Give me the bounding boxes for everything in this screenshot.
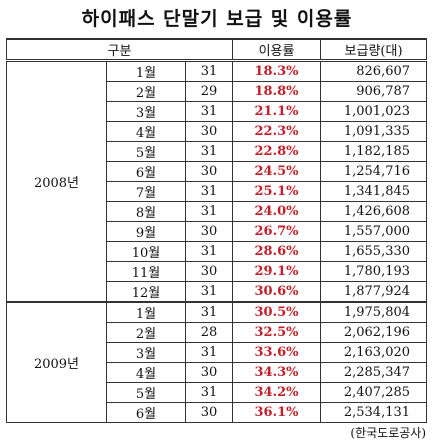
table: 구분 이용률 보급량(대) 2008년 1월 31 18.3% 826,607 2월 29 1… <box>5 38 428 423</box>
month-cell: 3월 <box>106 342 186 363</box>
days-cell: 31 <box>184 60 234 82</box>
days-cell: 30 <box>184 161 234 182</box>
days-cell: 31 <box>184 382 234 403</box>
month-cell: 10월 <box>106 241 186 262</box>
table-row: 5월 31 22.8% 1,182,185 <box>7 141 428 162</box>
supply-cell: 826,607 <box>320 60 428 82</box>
days-cell: 30 <box>184 261 234 282</box>
rate-cell: 24.5% <box>232 161 322 182</box>
month-cell: 6월 <box>106 402 186 423</box>
month-cell: 4월 <box>106 362 186 383</box>
days-cell: 31 <box>184 241 234 262</box>
supply-cell: 1,975,804 <box>320 301 428 323</box>
supply-cell: 2,062,196 <box>320 322 428 343</box>
month-cell: 9월 <box>106 221 186 242</box>
days-cell: 31 <box>184 301 234 323</box>
month-cell: 4월 <box>106 121 186 142</box>
month-cell: 3월 <box>106 101 186 122</box>
rate-cell: 30.6% <box>232 281 322 303</box>
days-cell: 29 <box>184 81 234 102</box>
rate-cell: 18.3% <box>232 60 322 82</box>
month-cell: 5월 <box>106 141 186 162</box>
table-row: 6월 30 24.5% 1,254,716 <box>7 161 428 182</box>
rate-cell: 33.6% <box>232 342 322 363</box>
table-row: 4월 30 22.3% 1,091,335 <box>7 121 428 142</box>
table-row: 7월 31 25.1% 1,341,845 <box>7 181 428 202</box>
month-cell: 1월 <box>106 60 186 82</box>
year-cell: 2008년 <box>6 59 107 303</box>
days-cell: 31 <box>184 281 234 303</box>
table-row: 2008년 1월 31 18.3% 826,607 <box>6 59 428 303</box>
month-cell: 11월 <box>106 261 186 282</box>
table-row: 2월 28 32.5% 2,062,196 <box>7 322 428 343</box>
rate-cell: 34.3% <box>232 362 322 383</box>
header-cell: 보급량(대) <box>320 38 428 62</box>
supply-cell: 1,091,335 <box>320 121 428 142</box>
table-row: 8월 31 24.0% 1,426,608 <box>7 201 428 222</box>
days-cell: 31 <box>184 201 234 222</box>
days-cell: 31 <box>184 101 234 122</box>
supply-cell: 1,001,023 <box>320 101 428 122</box>
supply-cell: 1,877,924 <box>320 281 428 303</box>
rate-cell: 32.5% <box>232 322 322 343</box>
supply-cell: 2,407,285 <box>320 382 428 403</box>
rate-cell: 28.6% <box>232 241 322 262</box>
table-body: 2008년 1월 31 18.3% 826,607 2월 29 18.8% 906,787 3월 3… <box>6 59 428 423</box>
rate-cell: 30.5% <box>232 301 322 323</box>
rate-cell: 29.1% <box>232 261 322 282</box>
days-cell: 31 <box>184 342 234 363</box>
rate-cell: 26.7% <box>232 221 322 242</box>
month-cell: 8월 <box>106 201 186 222</box>
rate-cell: 34.2% <box>232 382 322 403</box>
supply-cell: 1,182,185 <box>320 141 428 162</box>
header-cell: 이용률 <box>232 38 322 62</box>
rate-cell: 36.1% <box>232 402 322 423</box>
days-cell: 30 <box>184 221 234 242</box>
title: 하이패스 단말기 보급 및 이용률 <box>81 8 353 30</box>
table-row: 4월 30 34.3% 2,285,347 <box>7 362 428 383</box>
supply-cell: 1,426,608 <box>320 201 428 222</box>
supply-cell: 2,163,020 <box>320 342 428 363</box>
supply-cell: 1,655,330 <box>320 241 428 262</box>
rate-cell: 21.1% <box>232 101 322 122</box>
days-cell: 31 <box>184 141 234 162</box>
table-row: 6월 30 36.1% 2,534,131 <box>7 402 428 423</box>
supply-cell: 2,285,347 <box>320 362 428 383</box>
rate-cell: 22.3% <box>232 121 322 142</box>
rate-cell: 24.0% <box>232 201 322 222</box>
days-cell: 28 <box>184 322 234 343</box>
rate-cell: 25.1% <box>232 181 322 202</box>
month-cell: 2월 <box>106 322 186 343</box>
days-cell: 31 <box>184 181 234 202</box>
supply-cell: 1,341,845 <box>320 181 428 202</box>
days-cell: 30 <box>184 121 234 142</box>
month-cell: 12월 <box>106 281 186 303</box>
supply-cell: 1,557,000 <box>320 221 428 242</box>
table-row: 5월 31 34.2% 2,407,285 <box>7 382 428 403</box>
month-cell: 5월 <box>106 382 186 403</box>
month-cell: 6월 <box>106 161 186 182</box>
year-cell: 2009년 <box>6 301 107 423</box>
days-cell: 30 <box>184 402 234 423</box>
source: (한국도로공사) <box>350 426 426 440</box>
supply-cell: 1,780,193 <box>320 261 428 282</box>
header-cell: 구분 <box>5 38 234 62</box>
supply-cell: 906,787 <box>320 81 428 102</box>
month-cell: 2월 <box>106 81 186 102</box>
month-cell: 1월 <box>106 301 186 323</box>
month-cell: 7월 <box>106 181 186 202</box>
supply-cell: 1,254,716 <box>320 161 428 182</box>
rate-cell: 22.8% <box>232 141 322 162</box>
table-row: 11월 30 29.1% 1,780,193 <box>7 261 428 282</box>
days-cell: 30 <box>184 362 234 383</box>
supply-cell: 2,534,131 <box>320 402 428 423</box>
table-row: 2009년 1월 31 30.5% 1,975,804 <box>6 301 428 423</box>
rate-cell: 18.8% <box>232 81 322 102</box>
table-row: 10월 31 28.6% 1,655,330 <box>7 241 428 262</box>
table-header: 구분 이용률 보급량(대) <box>5 38 428 62</box>
